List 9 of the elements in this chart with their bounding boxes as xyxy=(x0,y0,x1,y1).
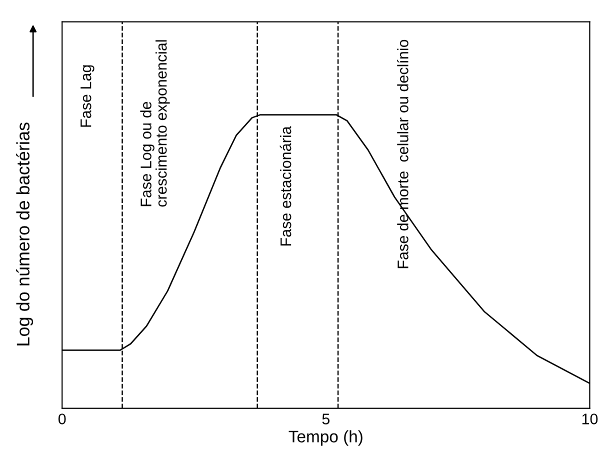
annotation: Fase estacionária xyxy=(280,126,292,246)
annotation: Fase Lag xyxy=(80,65,94,127)
x-tick-label: 5 xyxy=(322,414,330,424)
annotation: Fase de morte celular ou declínio xyxy=(396,40,408,268)
annotation: Fase Log ou de crescimento exponencial xyxy=(140,40,170,207)
x-tick-label: 0 xyxy=(58,414,66,424)
x-tick-label: 10 xyxy=(582,414,598,424)
y-axis-title: Log do número de bactérias xyxy=(16,122,34,346)
x-axis-title: Tempo (h) xyxy=(288,430,362,446)
